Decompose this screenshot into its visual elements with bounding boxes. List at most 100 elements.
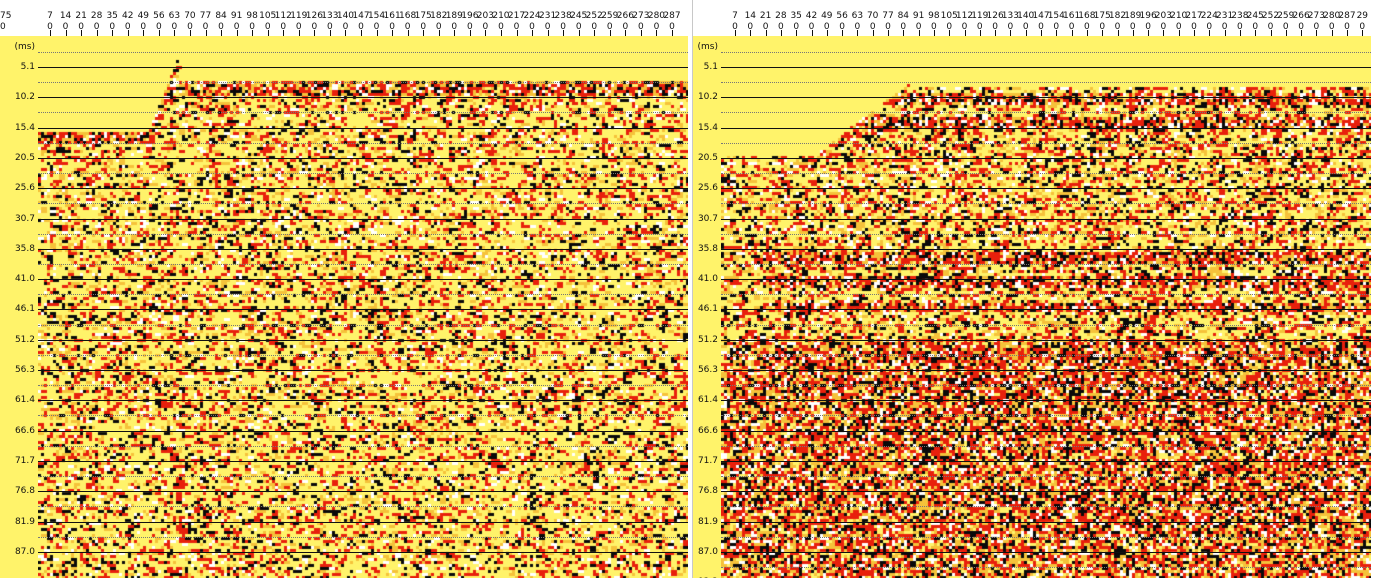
trace-tick-mark [842,30,844,36]
trace-tick-mark [750,30,752,36]
trace-tick-mark [127,30,129,36]
time-gridline [38,400,688,402]
trace-tick-label: 273 [632,11,650,21]
trace-tick-label: 56 [153,11,165,21]
time-tick-label: 56.3 [14,365,35,375]
trace-tick-zero: 0 [1313,22,1320,32]
time-gridline [721,491,1371,493]
seismic-wiggle-canvas [38,36,688,578]
trace-tick-zero: 0 [327,22,333,32]
trace-tick-zero: 0 [78,22,84,32]
trace-tick-label: 28 [775,11,787,21]
trace-tick-mark [1025,30,1027,36]
trace-tick-zero: 0 [1237,22,1243,32]
time-subgridline [38,536,688,538]
trace-tick-zero: 0 [1068,22,1075,32]
trace-tick-mark [143,30,145,36]
trace-tick-label: 217 [1185,11,1203,21]
time-subgridline [38,82,688,84]
trace-tick-label: 154 [367,11,386,21]
trace-tick-zero: 0 [1221,22,1228,32]
trace-tick-mark [1194,30,1195,36]
trace-tick-label: 49 [821,11,833,21]
time-gridline [38,460,688,462]
time-gridline [38,67,688,68]
time-subgridline [38,51,688,53]
time-subgridline [721,566,1371,568]
trace-tick-zero: 0 [591,22,598,32]
trace-tick-zero: 0 [513,22,520,32]
time-gridline [721,248,1371,250]
trace-tick-zero: 0 [606,22,613,32]
time-gridline [38,157,688,159]
trace-tick-label: 14 [744,11,757,21]
time-tick-label: 87.0 [14,546,35,557]
trace-tick-mark [1239,30,1241,36]
trace-tick-mark [1255,30,1257,36]
trace-tick-zero: 0 [915,22,922,32]
trace-tick-label: 266 [1292,11,1310,21]
time-gridline [721,188,1371,190]
time-tick-label: 5.1 [20,62,35,72]
trace-tick-mark [1301,30,1303,36]
trace-tick-zero: 0 [653,22,660,32]
trace-tick-label: 168 [1078,11,1096,21]
time-subgridline [38,354,688,356]
trace-tick-label: 280 [1323,11,1341,21]
trace-tick-label: 259 [1277,11,1295,21]
trace-tick-zero: 0 [778,22,784,32]
trace-tick-mark [1362,30,1364,36]
time-gridline [721,67,1371,68]
trace-tick-zero: 0 [249,22,255,32]
trace-tick-zero: 0 [264,22,271,32]
trace-tick-mark [1102,30,1104,36]
trace-tick-zero: 0 [1206,22,1213,32]
time-tick-label: 30.7 [14,213,35,224]
trace-tick-mark [949,30,951,36]
time-subgridline [721,354,1371,356]
trace-tick-mark [811,30,813,36]
trace-tick-label: 266 [616,11,634,21]
trace-tick-zero: 0 [62,22,69,32]
trace-tick-label: 238 [1231,11,1249,21]
trace-tick-label: 35 [790,11,802,21]
seismic-section-right[interactable] [721,36,1371,578]
trace-tick-label: 161 [383,11,401,21]
trace-tick-mark [376,30,378,36]
trace-tick-zero: 0 [109,22,116,32]
trace-tick-mark [189,30,191,36]
time-tick-label: 66.6 [697,425,718,436]
trace-tick-mark [1117,30,1119,36]
time-tick-label: 81.9 [697,516,718,527]
trace-tick-label: 91 [230,11,243,21]
trace-tick-label: 147 [352,11,370,21]
trace-tick-label: 196 [1139,11,1157,21]
trace-tick-zero: 0 [187,22,193,32]
trace-tick-zero: 0 [140,22,147,32]
time-subgridline [721,415,1371,417]
trace-tick-zero: 0 [373,22,380,32]
time-gridline [38,97,688,99]
trace-tick-label: 217 [507,11,526,21]
trace-tick-label: 140 [336,11,355,21]
trace-tick-mark [1270,30,1272,36]
trace-tick-mark [283,30,285,36]
trace-tick-label: 84 [215,11,227,21]
trace-tick-label: 7 [732,11,738,21]
time-subgridline [721,536,1371,538]
trace-tick-zero: 0 [93,22,100,32]
trace-tick-label: 119 [971,11,989,21]
trace-tick-zero: 0 [420,22,427,32]
trace-tick-label: 35 [106,11,118,21]
trace-tick-zero: 0 [466,22,473,32]
seismic-section-left[interactable] [38,36,688,578]
trace-tick-label: 133 [321,11,339,21]
time-gridline [721,400,1371,402]
trace-tick-label: 21 [75,11,87,21]
trace-tick-mark [640,30,642,36]
trace-tick-zero: 0 [389,22,395,32]
trace-tick-mark [516,30,518,36]
trace-tick-label: 245 [1246,11,1264,21]
time-gridline [38,127,688,129]
trace-tick-zero: 0 [1129,22,1136,32]
